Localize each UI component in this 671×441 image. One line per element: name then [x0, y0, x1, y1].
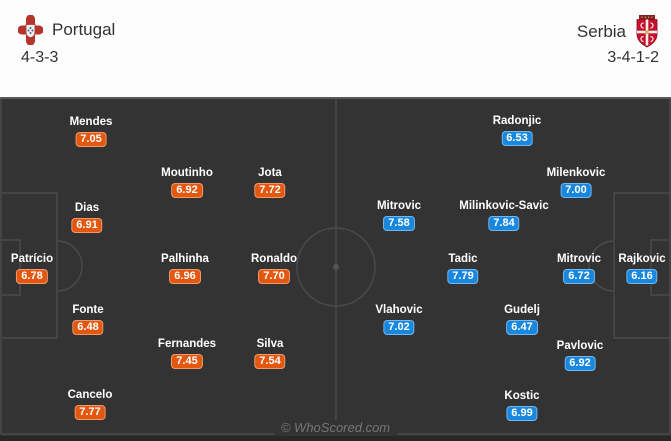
player-fonte[interactable]: Fonte 6.48 — [72, 304, 104, 335]
player-pavlovic[interactable]: Pavlovic 6.92 — [556, 340, 604, 371]
player-name: Patrício — [10, 253, 54, 265]
player-palhinha[interactable]: Palhinha 6.96 — [161, 253, 209, 284]
player-rating-badge: 6.78 — [16, 269, 48, 284]
player-name: Milenkovic — [546, 167, 606, 179]
player-vlahovic[interactable]: Vlahovic 7.02 — [375, 304, 423, 335]
player-rating-badge: 7.70 — [258, 269, 290, 284]
player-name: Radonjic — [492, 115, 542, 127]
away-formation: 3-4-1-2 — [607, 49, 659, 66]
player-rating-badge: 7.84 — [488, 216, 520, 231]
player-name: Moutinho — [161, 167, 213, 179]
player-name: Dias — [74, 202, 100, 214]
player-name: Tadic — [448, 253, 478, 265]
player-rating-badge: 6.92 — [171, 183, 203, 198]
player-milenkovic[interactable]: Milenkovic 7.00 — [546, 167, 606, 198]
player-name: Vlahovic — [375, 304, 423, 316]
player-rating-badge: 7.54 — [254, 354, 286, 369]
player-ronaldo[interactable]: Ronaldo 7.70 — [251, 253, 297, 284]
player-kostic[interactable]: Kostic 6.99 — [504, 390, 540, 421]
pitch-markings — [0, 99, 671, 435]
player-fernandes[interactable]: Fernandes 7.45 — [158, 338, 216, 369]
player-moutinho[interactable]: Moutinho 6.92 — [161, 167, 213, 198]
player-name: Jota — [258, 167, 282, 179]
player-rating-badge: 6.99 — [506, 406, 538, 421]
player-name: Rajkovic — [618, 253, 666, 265]
player-milinkovic-savic[interactable]: Milinkovic-Savic 7.84 — [459, 200, 549, 231]
player-rating-badge: 6.92 — [564, 356, 596, 371]
player-rating-badge: 6.48 — [72, 320, 104, 335]
away-team-name: Serbia — [576, 21, 626, 41]
player-name: Mendes — [69, 116, 113, 128]
player-silva[interactable]: Silva 7.54 — [254, 338, 286, 369]
player-rating-badge: 7.05 — [75, 132, 107, 147]
player-rating-badge: 6.47 — [506, 320, 538, 335]
player-rating-badge: 7.45 — [171, 354, 203, 369]
player-name: Ronaldo — [251, 253, 297, 265]
player-rating-badge: 7.02 — [383, 320, 415, 335]
player-rating-badge: 6.72 — [563, 269, 595, 284]
player-gudelj[interactable]: Gudelj 6.47 — [504, 304, 540, 335]
player-tadic[interactable]: Tadic 7.79 — [447, 253, 479, 284]
player-rating-badge: 7.79 — [447, 269, 479, 284]
player-name: Mitrovic — [376, 200, 422, 212]
player-name: Pavlovic — [556, 340, 604, 352]
player-patr-cio[interactable]: Patrício 6.78 — [11, 253, 53, 284]
serbia-crest-icon — [636, 15, 658, 48]
player-name: Fonte — [72, 304, 104, 316]
player-mitrovic[interactable]: Mitrovic 6.72 — [557, 253, 601, 284]
player-name: Palhinha — [161, 253, 209, 265]
player-rating-badge: 7.58 — [383, 216, 415, 231]
player-rating-badge: 6.16 — [626, 269, 658, 284]
player-name: Fernandes — [157, 338, 217, 350]
player-name: Milinkovic-Savic — [459, 200, 549, 212]
player-dias[interactable]: Dias 6.91 — [71, 202, 103, 233]
player-rating-badge: 7.72 — [254, 183, 286, 198]
player-rating-badge: 6.96 — [169, 269, 201, 284]
player-jota[interactable]: Jota 7.72 — [254, 167, 286, 198]
player-cancelo[interactable]: Cancelo 7.77 — [67, 389, 113, 420]
player-name: Cancelo — [67, 389, 113, 401]
player-mendes[interactable]: Mendes 7.05 — [69, 116, 113, 147]
player-name: Mitrovic — [556, 253, 602, 265]
player-name: Silva — [256, 338, 284, 350]
player-rating-badge: 7.77 — [74, 405, 106, 420]
player-rating-badge: 6.91 — [71, 218, 103, 233]
player-mitrovic[interactable]: Mitrovic 7.58 — [377, 200, 421, 231]
home-formation: 4-3-3 — [21, 49, 59, 66]
player-radonjic[interactable]: Radonjic 6.53 — [492, 115, 542, 146]
watermark: © WhoScored.com — [273, 420, 398, 435]
player-rating-badge: 7.00 — [560, 183, 592, 198]
header: Portugal 4-3-3 Serbia 3-4-1-2 — [0, 0, 671, 97]
pitch — [0, 97, 671, 441]
home-team-name: Portugal — [52, 20, 116, 39]
player-rating-badge: 6.53 — [501, 131, 533, 146]
player-rajkovic[interactable]: Rajkovic 6.16 — [618, 253, 666, 284]
portugal-crest-icon — [18, 15, 43, 45]
away-team[interactable]: Serbia — [577, 15, 659, 48]
home-team[interactable]: Portugal — [18, 15, 115, 45]
player-name: Gudelj — [504, 304, 540, 316]
player-name: Kostic — [504, 390, 540, 402]
